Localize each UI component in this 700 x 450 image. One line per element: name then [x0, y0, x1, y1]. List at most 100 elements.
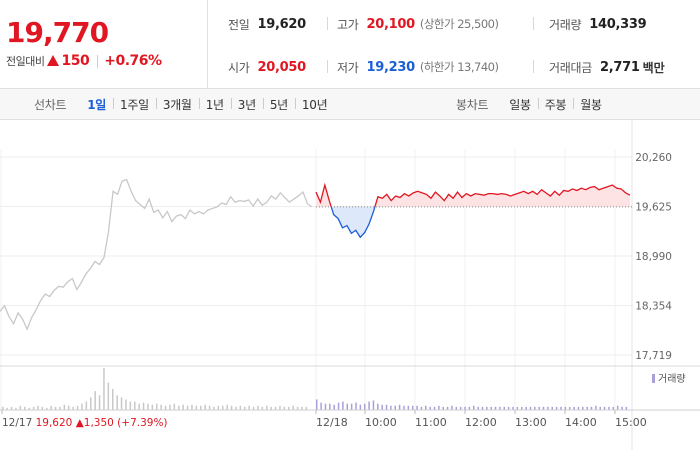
volume-bar: [37, 405, 39, 410]
volume-bar: [178, 405, 180, 410]
volume-bar: [616, 405, 619, 410]
stat-volume: 거래량 140,339: [549, 13, 647, 35]
volume-bar: [28, 407, 30, 410]
volume-bar: [429, 406, 431, 410]
quote-summary: 19,770 전일대비 150 +0.76% 전일 19,620 고가 20,1…: [0, 0, 700, 89]
volume-bar: [586, 406, 588, 410]
volume-bar: [494, 406, 497, 410]
volume-bar: [151, 404, 154, 410]
x-tick-label: 13:00: [515, 416, 547, 429]
volume-bar: [274, 406, 277, 410]
volume-bar: [324, 403, 327, 410]
volume-bar: [138, 403, 140, 410]
tab-5y[interactable]: 5년: [262, 96, 295, 113]
volume-bar: [603, 406, 606, 410]
volume-bar: [200, 405, 202, 410]
stat-unit: 백만: [642, 60, 665, 75]
y-tick-label: 19,625: [635, 201, 672, 213]
volume-bar: [359, 404, 362, 410]
volume-bar: [507, 406, 510, 410]
tab-1w[interactable]: 1주일: [113, 96, 156, 113]
prev-day-change: 1,350: [84, 417, 117, 429]
volume-bar: [120, 397, 123, 410]
y-tick-label: 18,354: [635, 301, 672, 313]
volume-bar: [32, 406, 35, 410]
volume-bar: [191, 404, 193, 410]
volume-bar: [555, 406, 558, 410]
volume-bar: [442, 406, 444, 410]
change-value: 150: [61, 53, 90, 69]
volume-legend-label: 거래량: [658, 373, 686, 385]
prev-day-date: 12/17: [2, 417, 36, 429]
volume-bar: [230, 405, 233, 410]
volume-bar: [529, 406, 532, 410]
series-line-today-up: [315, 182, 631, 207]
volume-bar: [381, 404, 383, 410]
chart-lines: [0, 178, 631, 331]
volume-bar: [455, 406, 458, 410]
intraday-chart[interactable]: 20,260 19,625 18,990 18,354 17,719 거래량 12/18…: [0, 120, 700, 450]
volume-bar: [76, 405, 79, 410]
volume-bar: [411, 405, 414, 410]
volume-bar: [486, 406, 488, 410]
tab-1d[interactable]: 1일: [87, 98, 107, 112]
volume-legend-swatch: [652, 374, 655, 383]
volume-bar: [72, 406, 74, 410]
volume-bar: [468, 406, 471, 410]
volume-bar: [248, 405, 250, 410]
volume-bar: [329, 403, 331, 410]
tab-monthly-candle[interactable]: 월봉: [573, 96, 608, 113]
volume-bar: [337, 402, 340, 410]
volume-bar: [420, 406, 423, 410]
volume-bar: [403, 405, 405, 410]
volume-bar: [390, 405, 392, 410]
x-tick-label: 11:00: [415, 416, 447, 429]
volume-bar: [147, 403, 149, 410]
volume-bar: [270, 406, 272, 410]
volume-bar: [160, 404, 162, 410]
volume-bar: [459, 406, 462, 410]
stats-grid: 전일 19,620 고가 20,100 (상한가 25,500) 거래량 140…: [209, 0, 700, 89]
volume-bar: [195, 405, 198, 410]
y-tick-label: 20,260: [635, 152, 672, 164]
stat-value: 20,100: [366, 16, 415, 32]
volume-bar: [503, 406, 506, 410]
volume-bar: [208, 405, 211, 410]
chart-area-fills: [316, 185, 632, 238]
volume-bar: [520, 406, 523, 410]
tab-3m[interactable]: 3개월: [155, 96, 199, 113]
volume-bar: [94, 391, 96, 410]
volume-bar: [90, 397, 92, 410]
stat-amount: 거래대금 2,771 백만: [549, 56, 665, 78]
volume-bar: [320, 402, 322, 410]
volume-bar: [590, 406, 593, 410]
chart-grid: [0, 120, 700, 450]
tab-daily-candle[interactable]: 일봉: [509, 98, 531, 112]
volume-bar: [222, 405, 224, 410]
tab-3y[interactable]: 3년: [230, 96, 263, 113]
volume-bar: [129, 401, 132, 410]
tab-weekly-candle[interactable]: 주봉: [537, 96, 573, 113]
stat-sub: (상한가 25,500): [419, 17, 499, 31]
stat-value: 2,771: [599, 59, 640, 75]
stat-value: 19,230: [366, 59, 415, 75]
tab-1y[interactable]: 1년: [198, 96, 231, 113]
volume-bar: [279, 405, 281, 410]
volume-bar: [283, 406, 286, 410]
volume-bar: [551, 406, 553, 410]
tab-10y[interactable]: 10년: [294, 96, 334, 113]
series-line-prev-day: [0, 178, 313, 331]
prev-day-note: 12/17 19,620 ▲1,350 (+7.39%): [2, 417, 168, 429]
volume-bar: [595, 405, 597, 410]
y-axis: 20,260 19,625 18,990 18,354 17,719: [635, 152, 672, 362]
volume-bar: [63, 404, 66, 410]
volume-bar: [481, 406, 484, 410]
volume-bar: [350, 403, 353, 410]
volume-bar: [377, 403, 379, 410]
volume-bar: [59, 406, 61, 410]
volume-bar: [81, 403, 83, 410]
volume-bar: [46, 407, 48, 410]
volume-bar: [612, 406, 615, 410]
line-chart-tabs: 선차트 1일 1주일 3개월 1년 3년 5년 10년: [34, 89, 334, 120]
volume-bar: [398, 404, 401, 410]
